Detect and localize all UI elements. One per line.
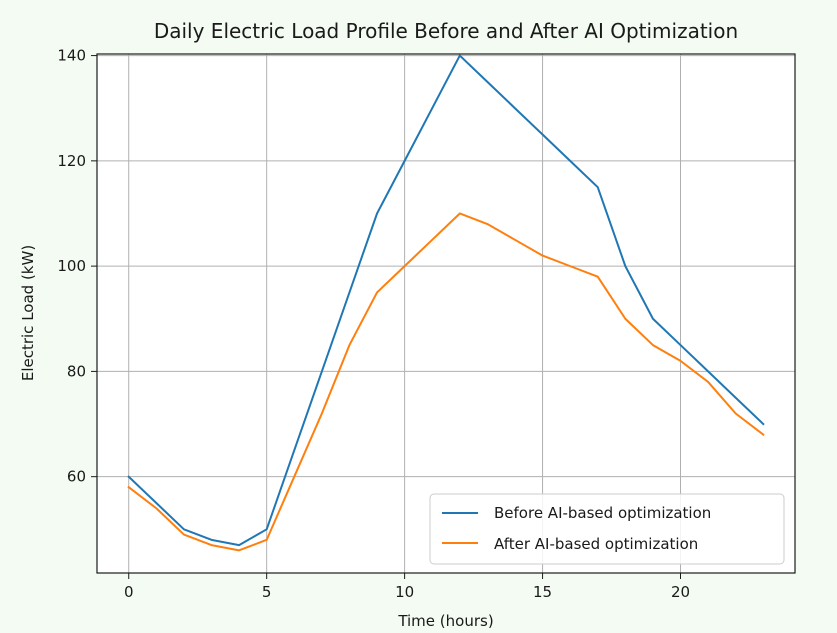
y-tick-label: 60 xyxy=(67,468,86,486)
chart-title: Daily Electric Load Profile Before and A… xyxy=(154,19,738,43)
series-layer xyxy=(127,54,765,552)
y-tick-label: 100 xyxy=(57,257,86,275)
legend-label-after: After AI-based optimization xyxy=(494,535,698,553)
legend: Before AI-based optimization After AI-ba… xyxy=(429,493,785,565)
y-axis-label: Electric Load (kW) xyxy=(19,245,37,381)
legend-box xyxy=(429,493,785,565)
legend-label-before: Before AI-based optimization xyxy=(494,504,711,522)
x-axis-label: Time (hours) xyxy=(397,612,493,630)
x-tick-label: 15 xyxy=(533,583,552,601)
x-tick-label: 0 xyxy=(124,583,134,601)
x-tick-label: 10 xyxy=(395,583,414,601)
axis-ticks: 0 5 10 15 20 60 80 100 120 140 xyxy=(57,47,690,601)
series-line-after xyxy=(127,212,765,552)
grid-lines xyxy=(97,54,795,573)
series-line-before xyxy=(127,54,765,547)
y-tick-label: 80 xyxy=(67,362,86,380)
x-tick-label: 20 xyxy=(671,583,690,601)
plot-area xyxy=(97,54,795,573)
y-tick-label: 140 xyxy=(57,47,86,65)
y-tick-label: 120 xyxy=(57,152,86,170)
x-tick-label: 5 xyxy=(262,583,272,601)
plot-frame xyxy=(96,53,796,574)
